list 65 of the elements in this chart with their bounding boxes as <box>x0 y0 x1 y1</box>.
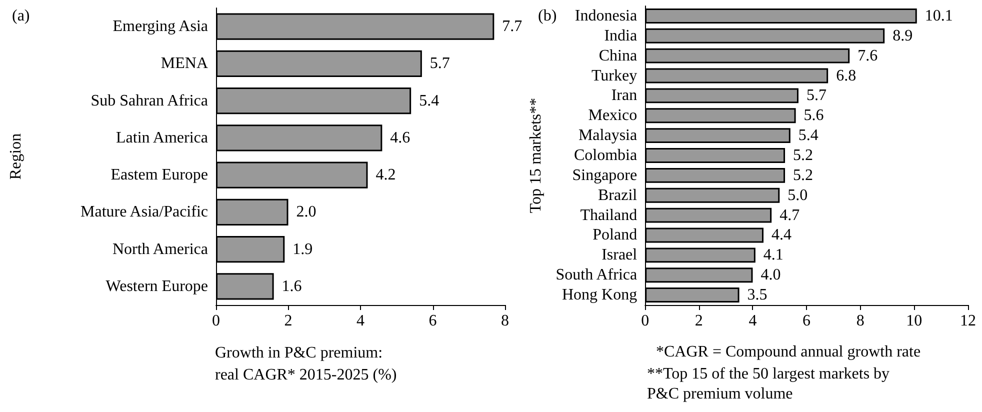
y-tick-label: Poland <box>592 226 638 244</box>
data-label: 5.4 <box>798 127 818 144</box>
data-label: 5.4 <box>419 92 440 110</box>
y-tick-label: Mexico <box>588 107 638 124</box>
y-axis-title: Region <box>8 133 24 180</box>
y-tick-label: Indonesia <box>574 7 638 24</box>
data-label: 6.8 <box>836 67 856 84</box>
data-label: 5.6 <box>804 107 824 124</box>
data-label: 3.5 <box>747 286 768 304</box>
y-tick-label: Mature Asia/Pacific <box>80 204 208 221</box>
y-tick-label: Hong Kong <box>562 286 638 304</box>
x-tick-label: 10 <box>906 312 922 330</box>
x-axis-title: Growth in P&C premium: real CAGR* 2015-2025 (%) <box>215 344 397 384</box>
x-tick-label: 2 <box>694 312 703 330</box>
data-label: 5.0 <box>788 186 808 204</box>
y-tick-label: Latin America <box>116 129 208 146</box>
y-tick-label: Brazil <box>598 186 638 204</box>
x-tick-label: 8 <box>856 312 864 330</box>
data-label: 4.2 <box>376 166 396 184</box>
x-tick-label: 0 <box>641 312 650 330</box>
text: (a) <box>12 8 30 24</box>
y-tick-label: South Africa <box>556 266 638 284</box>
y-tick-label: Colombia <box>574 147 638 164</box>
x-tick-label: 4 <box>748 312 757 330</box>
y-tick-label: Eastem Europe <box>110 166 208 184</box>
data-label: 1.6 <box>282 278 302 295</box>
x-tick-label: 6 <box>428 312 437 330</box>
data-label: 5.2 <box>793 166 814 184</box>
data-label: 4.1 <box>763 246 784 264</box>
x-tick-label: 4 <box>356 312 364 330</box>
y-tick-label: Thailand <box>580 206 638 224</box>
y-tick-label: Emerging Asia <box>112 18 208 36</box>
x-tick-label: 2 <box>284 312 292 330</box>
y-tick-label: North America <box>112 240 208 258</box>
chart-title: (b) <box>538 8 557 24</box>
x-tick-label: 12 <box>960 312 976 330</box>
y-tick-label: India <box>604 27 638 44</box>
data-label: 7.7 <box>502 18 522 36</box>
data-label: 4.7 <box>780 206 800 224</box>
data-label: 5.7 <box>430 55 450 72</box>
y-tick-label: Singapore <box>572 166 638 184</box>
x-tick-label: 8 <box>501 312 509 330</box>
y-tick-label: Sub Sahran Africa <box>90 92 208 110</box>
y-axis-title: Top 15 markets** <box>528 98 544 214</box>
data-label: 4.6 <box>390 129 410 146</box>
text: *CAGR = Compound annual growth rate <box>656 344 921 360</box>
data-label: 8.9 <box>892 27 913 44</box>
data-label: 10.1 <box>924 7 953 24</box>
data-label: 7.6 <box>858 47 878 64</box>
y-tick-label: Western Europe <box>106 278 208 295</box>
y-tick-label: Malaysia <box>578 127 638 144</box>
data-label: 4.0 <box>760 266 781 284</box>
y-tick-label: Turkey <box>591 67 638 84</box>
data-label: 4.4 <box>772 226 792 244</box>
data-label: 5.2 <box>793 147 814 164</box>
data-label: 2.0 <box>296 204 316 221</box>
y-tick-label: Iran <box>611 87 638 104</box>
x-tick-label: 0 <box>212 312 220 330</box>
x-tick-label: 6 <box>802 312 811 330</box>
y-tick-label: China <box>598 47 638 64</box>
data-label: 5.7 <box>806 87 826 104</box>
y-tick-label: Israel <box>602 246 638 264</box>
text: **Top 15 of the 50 largest markets by P&C premium volume <box>647 366 894 402</box>
y-tick-label: MENA <box>160 55 208 72</box>
data-label: 1.9 <box>292 240 313 258</box>
